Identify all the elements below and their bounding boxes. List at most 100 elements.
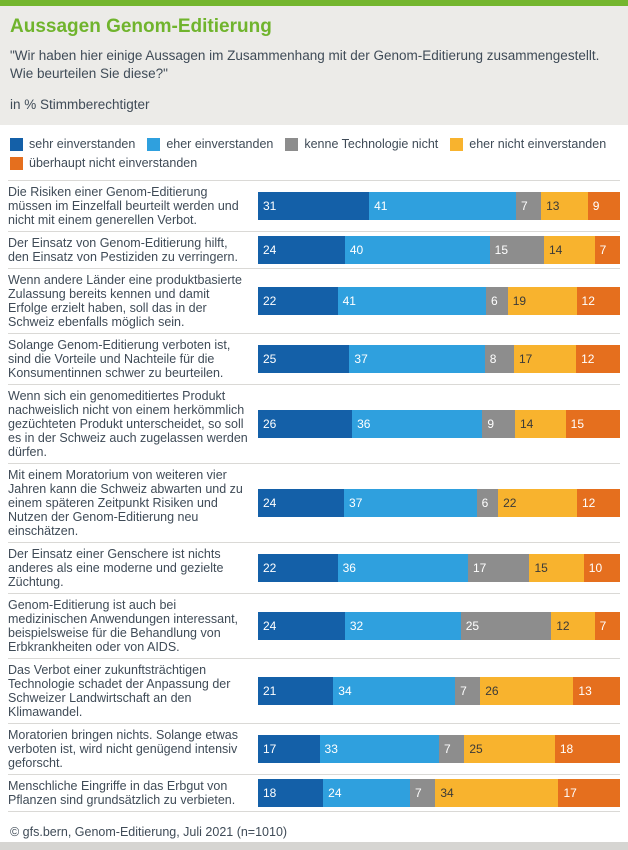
statement-row: Wenn sich ein genomeditiertes Produkt na… (8, 384, 620, 463)
legend-item-eher-nicht-einverstanden: eher nicht einverstanden (450, 136, 606, 152)
bar-segment-kenne-technologie-nicht: 7 (516, 192, 542, 220)
bar-segment-kenne-technologie-nicht: 25 (460, 612, 552, 640)
bar-segment-eher-nicht-einverstanden: 12 (551, 612, 595, 640)
top-accent-bar (0, 0, 628, 6)
bar-segment-eher-nicht-einverstanden: 17 (513, 345, 577, 373)
statement-row: Die Risiken einer Genom-Editierung müsse… (8, 180, 620, 231)
stacked-bar: 31 41 7 13 9 (258, 192, 620, 220)
bar-segment-sehr-einverstanden: 26 (258, 410, 353, 438)
legend-swatch-kenne-technologie-nicht (285, 137, 299, 151)
bar-segment-ueberhaupt-nicht-einverstanden: 18 (554, 735, 620, 763)
statement-label: Der Einsatz einer Genschere ist nichts a… (8, 547, 224, 589)
statement-label: Wenn sich ein genomeditiertes Produkt na… (8, 389, 248, 459)
bar-segment-eher-einverstanden: 41 (337, 287, 487, 315)
chart-rows: Die Risiken einer Genom-Editierung müsse… (8, 180, 620, 812)
statement-row: Genom-Editierung ist auch bei medizinisc… (8, 593, 620, 658)
legend-item-ueberhaupt-nicht-einverstanden: überhaupt nicht einverstanden (10, 155, 197, 171)
statement-label: Die Risiken einer Genom-Editierung müsse… (8, 185, 239, 227)
stacked-bar: 24 40 15 14 7 (258, 236, 620, 264)
bar-segment-eher-einverstanden: 36 (337, 554, 468, 582)
statement-label: Genom-Editierung ist auch bei medizinisc… (8, 598, 239, 654)
bar-segment-ueberhaupt-nicht-einverstanden: 7 (594, 236, 620, 264)
bar-segment-kenne-technologie-nicht: 7 (410, 779, 436, 807)
statement-label: Mit einem Moratorium von weiteren vier J… (8, 468, 243, 538)
bar-segment-eher-einverstanden: 36 (352, 410, 483, 438)
legend-swatch-eher-nicht-einverstanden (450, 137, 464, 151)
statement-row: Der Einsatz von Genom-Editierung hilft, … (8, 231, 620, 268)
legend-label: kenne Technologie nicht (304, 137, 439, 151)
chart-legend: sehr einverstanden eher einverstanden kenn… (0, 125, 628, 178)
bar-segment-eher-einverstanden: 40 (344, 236, 490, 264)
bar-segment-ueberhaupt-nicht-einverstanden: 9 (587, 192, 620, 220)
stacked-bar: 22 36 17 15 10 (258, 554, 620, 582)
statement-row: Moratorien bringen nichts. Solange etwas… (8, 723, 620, 774)
statement-label: Menschliche Eingriffe in das Erbgut von … (8, 779, 236, 807)
bar-segment-kenne-technologie-nicht: 6 (476, 489, 499, 517)
survey-question: "Wir haben hier einige Aussagen im Zusam… (10, 48, 600, 81)
bar-segment-eher-nicht-einverstanden: 34 (435, 779, 559, 807)
legend-label: eher nicht einverstanden (469, 137, 607, 151)
bar-segment-eher-nicht-einverstanden: 22 (498, 489, 577, 517)
bar-segment-kenne-technologie-nicht: 17 (467, 554, 530, 582)
bar-segment-kenne-technologie-nicht: 7 (455, 677, 481, 705)
bar-segment-eher-einverstanden: 37 (344, 489, 477, 517)
stacked-bar: 22 41 6 19 12 (258, 287, 620, 315)
source-note: © gfs.bern, Genom-Editierung, Juli 2021 … (10, 825, 288, 839)
stacked-bar: 21 34 7 26 13 (258, 677, 620, 705)
statement-row: Das Verbot einer zukunftsträchtigen Tech… (8, 658, 620, 723)
stacked-bar: 24 32 25 12 7 (258, 612, 620, 640)
legend-item-eher-einverstanden: eher einverstanden (147, 136, 273, 152)
bar-segment-eher-nicht-einverstanden: 13 (541, 192, 588, 220)
bar-segment-eher-nicht-einverstanden: 19 (507, 287, 577, 315)
bar-segment-ueberhaupt-nicht-einverstanden: 12 (576, 345, 620, 373)
stacked-bar: 25 37 8 17 12 (258, 345, 620, 373)
chart-header: Aussagen Genom-Editierung "Wir haben hie… (0, 6, 628, 125)
bar-segment-eher-einverstanden: 33 (319, 735, 439, 763)
bar-segment-eher-einverstanden: 24 (323, 779, 411, 807)
legend-item-kenne-technologie-nicht: kenne Technologie nicht (285, 136, 438, 152)
bar-segment-kenne-technologie-nicht: 15 (489, 236, 544, 264)
statement-label: Wenn andere Länder eine produktbasierte … (8, 273, 242, 329)
bar-segment-sehr-einverstanden: 22 (258, 287, 338, 315)
statement-label: Solange Genom-Editierung verboten ist, s… (8, 338, 231, 380)
bar-segment-ueberhaupt-nicht-einverstanden: 7 (594, 612, 620, 640)
bar-segment-sehr-einverstanden: 24 (258, 489, 345, 517)
page-title: Aussagen Genom-Editierung (10, 16, 272, 37)
legend-swatch-sehr-einverstanden (10, 137, 23, 151)
bar-segment-sehr-einverstanden: 25 (258, 345, 350, 373)
statement-label: Moratorien bringen nichts. Solange etwas… (8, 728, 238, 770)
statement-row: Menschliche Eingriffe in das Erbgut von … (8, 774, 620, 812)
bar-segment-kenne-technologie-nicht: 9 (482, 410, 515, 438)
statement-row: Der Einsatz einer Genschere ist nichts a… (8, 542, 620, 593)
bar-segment-eher-einverstanden: 34 (333, 677, 456, 705)
statement-label: Das Verbot einer zukunftsträchtigen Tech… (8, 663, 231, 719)
bar-segment-eher-einverstanden: 41 (369, 192, 517, 220)
bar-segment-kenne-technologie-nicht: 8 (484, 345, 514, 373)
bar-segment-ueberhaupt-nicht-einverstanden: 10 (583, 554, 620, 582)
bar-segment-eher-einverstanden: 37 (349, 345, 485, 373)
legend-swatch-eher-einverstanden (147, 137, 161, 151)
bar-segment-eher-nicht-einverstanden: 14 (515, 410, 566, 438)
stacked-bar: 26 36 9 14 15 (258, 410, 620, 438)
bar-segment-kenne-technologie-nicht: 6 (486, 287, 508, 315)
bar-segment-eher-nicht-einverstanden: 14 (543, 236, 595, 264)
legend-label: überhaupt nicht einverstanden (29, 156, 198, 170)
bar-segment-sehr-einverstanden: 18 (258, 779, 324, 807)
stacked-bar: 24 37 6 22 12 (258, 489, 620, 517)
bar-segment-sehr-einverstanden: 22 (258, 554, 338, 582)
bar-segment-ueberhaupt-nicht-einverstanden: 15 (565, 410, 620, 438)
bar-segment-sehr-einverstanden: 24 (258, 236, 345, 264)
bar-segment-kenne-technologie-nicht: 7 (438, 735, 465, 763)
bar-segment-eher-nicht-einverstanden: 25 (464, 735, 555, 763)
bar-segment-eher-einverstanden: 32 (344, 612, 461, 640)
bar-segment-ueberhaupt-nicht-einverstanden: 17 (558, 779, 620, 807)
statement-row: Wenn andere Länder eine produktbasierte … (8, 268, 620, 333)
statement-row: Solange Genom-Editierung verboten ist, s… (8, 333, 620, 384)
bar-segment-sehr-einverstanden: 31 (258, 192, 370, 220)
statement-row: Mit einem Moratorium von weiteren vier J… (8, 463, 620, 542)
legend-item-sehr-einverstanden: sehr einverstanden (10, 136, 135, 152)
bar-segment-eher-nicht-einverstanden: 15 (529, 554, 584, 582)
bar-segment-sehr-einverstanden: 17 (258, 735, 320, 763)
stacked-bar: 18 24 7 34 17 (258, 779, 620, 807)
